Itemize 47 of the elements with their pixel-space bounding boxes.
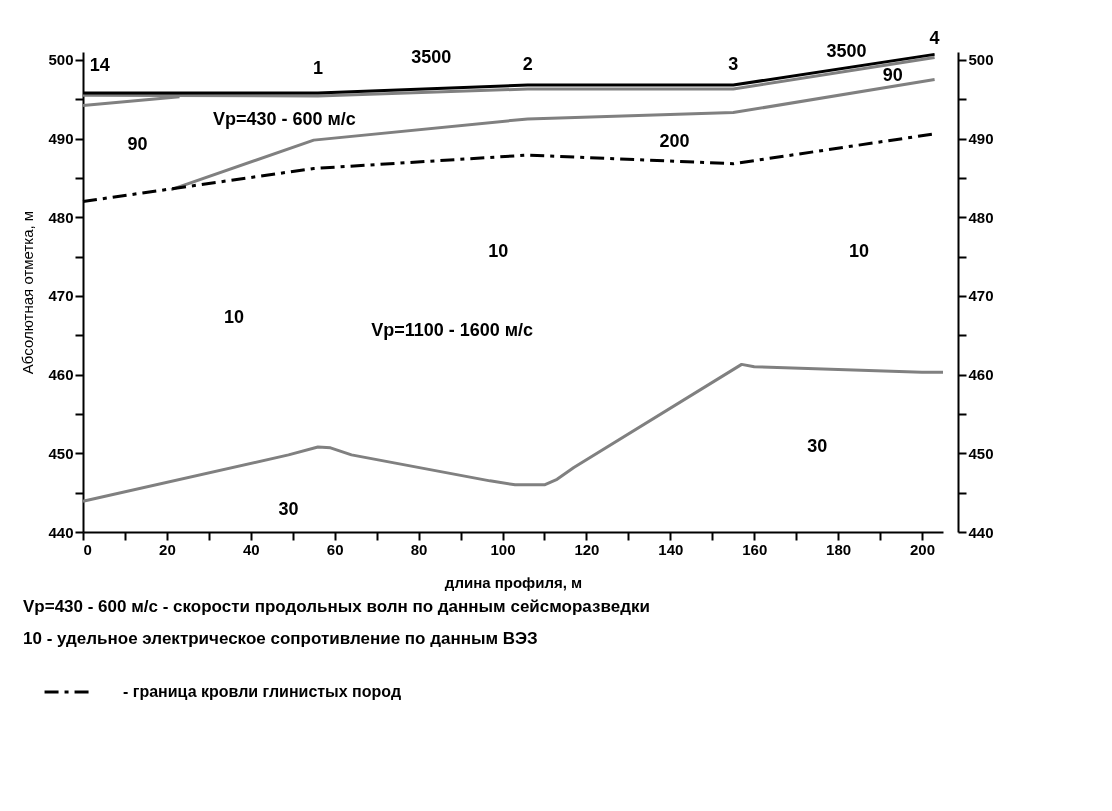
y2-tick-label: 490 [968,130,994,148]
annotation: 30 [278,498,299,519]
annotation: 10 [224,306,245,327]
x-tick-label: 160 [742,540,768,558]
y2-tick-label: 450 [968,444,994,462]
x-tick-label: 60 [326,540,344,558]
annotation: 90 [882,64,903,85]
annotation: 200 [659,130,690,151]
y2-tick-label: 470 [968,287,994,305]
x-tick-label: 140 [658,540,684,558]
annotation: 3 [728,54,739,75]
y-tick-label: 460 [48,366,74,384]
annotation: 10 [488,240,509,261]
x-tick-label: 100 [490,540,516,558]
y-tick-label: 450 [48,444,74,462]
annotation: 2 [522,54,533,75]
text: Vp=430 - 600 м/с - скорости продольных волн по данным сейсморазведки [23,597,650,616]
y2-tick-label: 480 [968,208,994,226]
x-tick-label: 20 [159,540,176,558]
annotation: 1 [312,58,323,79]
y-tick-label: 470 [48,287,74,305]
x-tick-label: 200 [910,540,936,558]
annotation: 30 [807,436,828,457]
x-tick-label: 180 [826,540,852,558]
text: 4 [929,28,940,49]
x-tick-label: 0 [83,540,92,558]
legend-label: - граница кровли глинистых пород [123,683,402,700]
x-axis-title: длина профиля, м [444,573,583,591]
annotation: 3500 [826,41,867,61]
y-axis-title: Абсолютная отметка, м [19,210,37,375]
x-tick-label: 80 [410,540,428,558]
annotation: Vp=430 - 600 м/с [212,108,356,129]
annotation: Vp=1100 - 1600 м/с [371,319,534,340]
text: 10 - удельное электрическое сопротивление по данным ВЭЗ [23,629,538,648]
y2-tick-label: 460 [968,366,994,384]
x-tick-label: 120 [574,540,600,558]
y-tick-label: 490 [48,130,74,148]
x-tick-label: 40 [242,540,260,558]
y-tick-label: 440 [48,523,74,541]
y-tick-label: 480 [48,208,74,226]
annotation: 90 [127,133,148,154]
y2-tick-label: 440 [968,523,994,541]
y2-tick-label: 500 [968,51,994,69]
y-tick-label: 500 [48,51,74,69]
annotation: 10 [849,240,870,261]
annotation: 3500 [411,46,452,67]
annotation: 14 [89,55,110,76]
